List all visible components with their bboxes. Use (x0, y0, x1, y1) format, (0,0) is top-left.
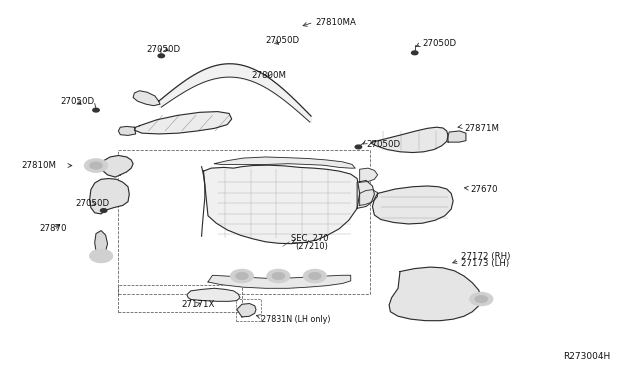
Polygon shape (357, 180, 374, 208)
Text: 27810M: 27810M (21, 161, 56, 170)
Polygon shape (448, 131, 466, 142)
Text: 27050D: 27050D (146, 45, 180, 54)
Polygon shape (360, 190, 378, 205)
Polygon shape (101, 155, 133, 177)
Text: R273004H: R273004H (563, 352, 611, 361)
Polygon shape (134, 112, 232, 134)
Polygon shape (187, 288, 240, 301)
Polygon shape (204, 165, 360, 244)
Circle shape (84, 159, 108, 172)
Polygon shape (372, 186, 453, 224)
Text: 27050D: 27050D (366, 140, 400, 149)
Circle shape (93, 108, 99, 112)
Circle shape (303, 269, 326, 283)
Text: SEC. 270: SEC. 270 (291, 234, 329, 243)
Polygon shape (389, 267, 481, 321)
Text: 27831N (LH only): 27831N (LH only) (261, 315, 331, 324)
Circle shape (236, 272, 248, 280)
Text: (27210): (27210) (296, 242, 328, 251)
Polygon shape (208, 275, 351, 288)
Circle shape (90, 249, 113, 263)
Circle shape (100, 209, 107, 212)
Polygon shape (118, 126, 136, 135)
Polygon shape (133, 91, 160, 106)
Text: 27050D: 27050D (266, 36, 300, 45)
Circle shape (267, 269, 290, 283)
Polygon shape (360, 168, 378, 182)
Polygon shape (214, 157, 355, 168)
Polygon shape (371, 127, 448, 153)
Circle shape (230, 269, 253, 283)
Circle shape (272, 272, 285, 280)
Text: 27050D: 27050D (422, 39, 456, 48)
Text: 27670: 27670 (470, 185, 498, 194)
Circle shape (412, 51, 418, 55)
Text: 27173 (LH): 27173 (LH) (461, 259, 509, 268)
Text: 27870: 27870 (40, 224, 67, 233)
Text: 27810MA: 27810MA (315, 18, 356, 27)
Text: 27800M: 27800M (252, 71, 287, 80)
Text: 27050D: 27050D (76, 199, 109, 208)
Circle shape (90, 162, 102, 169)
Circle shape (470, 292, 493, 306)
Circle shape (355, 145, 362, 149)
Circle shape (308, 272, 321, 280)
Polygon shape (90, 179, 129, 214)
Circle shape (158, 54, 164, 58)
Polygon shape (237, 304, 256, 317)
Polygon shape (95, 231, 108, 253)
Text: 27172 (RH): 27172 (RH) (461, 252, 510, 261)
Text: 27871M: 27871M (464, 124, 499, 133)
Text: 27050D: 27050D (61, 97, 95, 106)
Circle shape (475, 295, 488, 303)
Text: 27171X: 27171X (181, 300, 214, 309)
